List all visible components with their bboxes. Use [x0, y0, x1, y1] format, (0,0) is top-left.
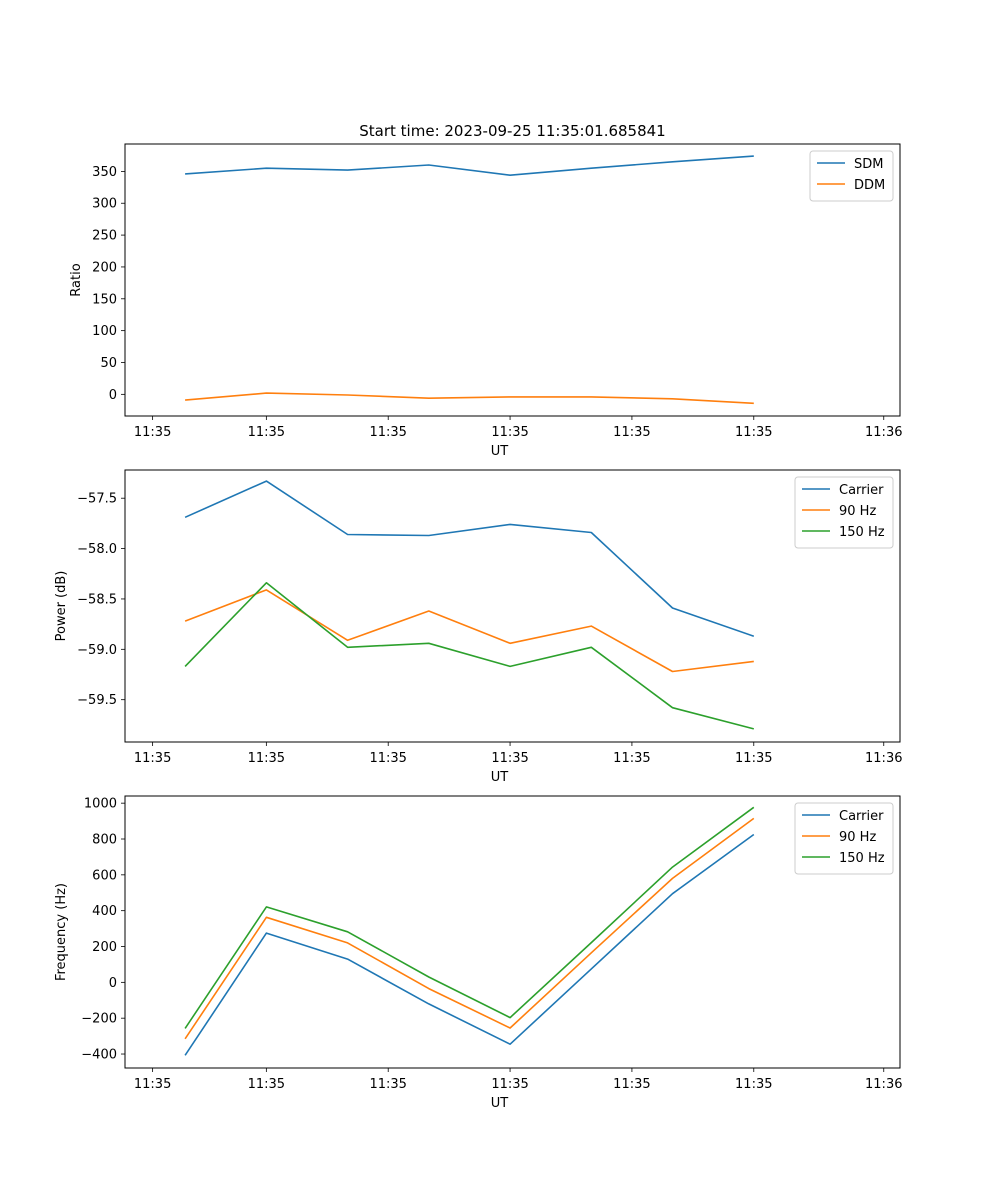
legend-label: 150 Hz	[839, 525, 885, 540]
x-axis-label: UT	[491, 1096, 509, 1111]
x-tick-label: 11:35	[491, 751, 528, 766]
charts-container: Start time: 2023-09-25 11:35:01.685841 11…	[54, 122, 902, 1111]
y-tick-label: 200	[92, 940, 117, 955]
series-line-carrier	[184, 480, 755, 637]
x-tick-label: 11:36	[865, 751, 902, 766]
chart-1: Start time: 2023-09-25 11:35:01.685841 11…	[69, 122, 902, 459]
y-tick-label: 600	[92, 868, 117, 883]
series-line-90-hz	[184, 589, 754, 673]
legend-label: Carrier	[839, 809, 884, 824]
series-line-carrier	[184, 833, 755, 1056]
x-tick-label: 11:35	[491, 425, 528, 440]
x-tick-label: 11:35	[134, 425, 171, 440]
x-tick-label: 11:35	[248, 425, 285, 440]
y-tick-label: 400	[92, 904, 117, 919]
x-axis-label: UT	[491, 444, 509, 459]
x-tick-label: 11:35	[735, 751, 772, 766]
chart-title: Start time: 2023-09-25 11:35:01.685841	[359, 122, 665, 140]
x-tick-label: 11:35	[369, 425, 406, 440]
legend-label: Carrier	[839, 483, 884, 498]
y-tick-label: 0	[109, 976, 117, 991]
x-tick-label: 11:35	[613, 1077, 650, 1092]
chart-3: 11:35 11:35 11:35 11:35 11:35 11:35 11:36 1000 8…	[54, 795, 902, 1111]
legend: Carrier 90 Hz 150 Hz	[794, 802, 894, 875]
series-line-90-hz	[184, 817, 755, 1040]
axes-frame	[124, 795, 901, 1069]
legend-label: 90 Hz	[839, 504, 876, 519]
x-tick-label: 11:35	[613, 751, 650, 766]
x-tick-label: 11:35	[369, 1077, 406, 1092]
y-tick-label: 200	[92, 260, 117, 275]
axes-frame	[124, 469, 901, 743]
y-tick-label: 800	[92, 833, 117, 848]
x-tick-label: 11:35	[248, 1077, 285, 1092]
x-tick-label: 11:35	[613, 425, 650, 440]
legend: Carrier 90 Hz 150 Hz	[794, 476, 894, 549]
y-tick-label: 350	[92, 165, 117, 180]
y-tick-label: 0	[109, 388, 117, 403]
legend: SDM DDM	[809, 150, 894, 202]
x-tick-label: 11:35	[735, 1077, 772, 1092]
series-line-150-hz	[184, 806, 755, 1029]
x-tick-label: 11:35	[491, 1077, 528, 1092]
series-line-ddm	[185, 392, 754, 405]
y-tick-label: 1000	[84, 797, 117, 812]
x-tick-label: 11:35	[248, 751, 285, 766]
y-tick-label: −58.0	[77, 542, 117, 557]
y-tick-label: 250	[92, 229, 117, 244]
y-tick-label: −400	[81, 1048, 117, 1063]
chart-2: 11:35 11:35 11:35 11:35 11:35 11:35 11:36 −57.5…	[54, 469, 902, 785]
x-tick-label: 11:35	[735, 425, 772, 440]
y-tick-label: 100	[92, 324, 117, 339]
y-tick-label: 50	[100, 356, 117, 371]
y-tick-label: −59.5	[77, 693, 117, 708]
series-line-sdm	[185, 155, 754, 176]
y-tick-label: −58.5	[77, 592, 117, 607]
x-tick-label: 11:35	[134, 1077, 171, 1092]
y-tick-label: −57.5	[77, 492, 117, 507]
x-tick-label: 11:36	[865, 1077, 902, 1092]
legend-label: 90 Hz	[839, 830, 876, 845]
y-tick-label: 300	[92, 197, 117, 212]
y-axis-label: Ratio	[69, 263, 84, 296]
x-tick-label: 11:35	[134, 751, 171, 766]
axes-frame	[124, 143, 901, 417]
y-tick-label: −59.0	[77, 643, 117, 658]
legend-label: SDM	[854, 157, 883, 172]
legend-label: DDM	[854, 178, 885, 193]
x-tick-label: 11:36	[865, 425, 902, 440]
y-axis-label: Frequency (Hz)	[54, 883, 69, 981]
x-tick-label: 11:35	[369, 751, 406, 766]
x-axis-label: UT	[491, 770, 509, 785]
y-axis-label: Power (dB)	[54, 571, 69, 642]
series-line-150-hz	[184, 581, 755, 730]
legend-label: 150 Hz	[839, 851, 885, 866]
y-tick-label: −200	[81, 1012, 117, 1027]
y-tick-label: 150	[92, 292, 117, 307]
